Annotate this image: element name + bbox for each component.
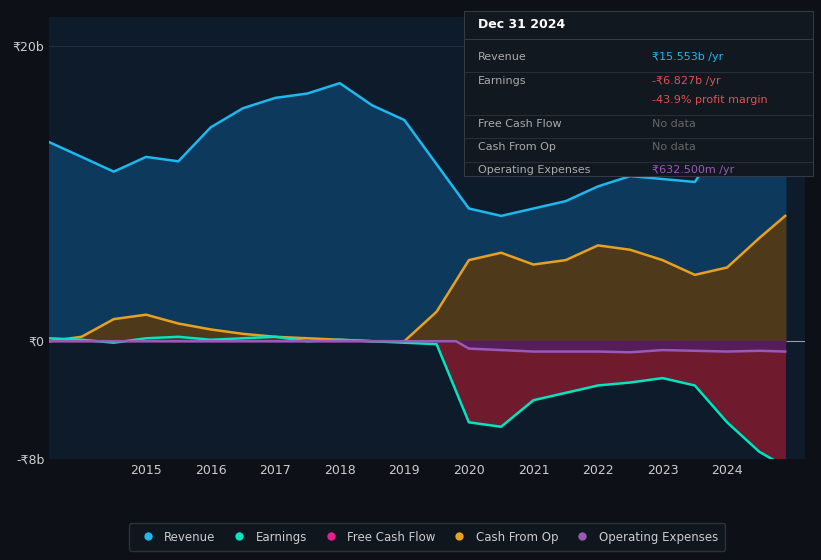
Text: -₹6.827b /yr: -₹6.827b /yr bbox=[653, 76, 721, 86]
Text: No data: No data bbox=[653, 142, 696, 152]
Text: No data: No data bbox=[653, 119, 696, 129]
Text: Free Cash Flow: Free Cash Flow bbox=[478, 119, 562, 129]
Text: Dec 31 2024: Dec 31 2024 bbox=[478, 18, 565, 31]
Text: Cash From Op: Cash From Op bbox=[478, 142, 556, 152]
Text: Earnings: Earnings bbox=[478, 76, 526, 86]
Text: Revenue: Revenue bbox=[478, 53, 526, 63]
Text: ₹632.500m /yr: ₹632.500m /yr bbox=[653, 165, 735, 175]
FancyBboxPatch shape bbox=[464, 11, 813, 176]
Legend: Revenue, Earnings, Free Cash Flow, Cash From Op, Operating Expenses: Revenue, Earnings, Free Cash Flow, Cash … bbox=[129, 524, 725, 550]
Text: Operating Expenses: Operating Expenses bbox=[478, 165, 590, 175]
Text: ₹15.553b /yr: ₹15.553b /yr bbox=[653, 53, 723, 63]
Text: -43.9% profit margin: -43.9% profit margin bbox=[653, 95, 768, 105]
